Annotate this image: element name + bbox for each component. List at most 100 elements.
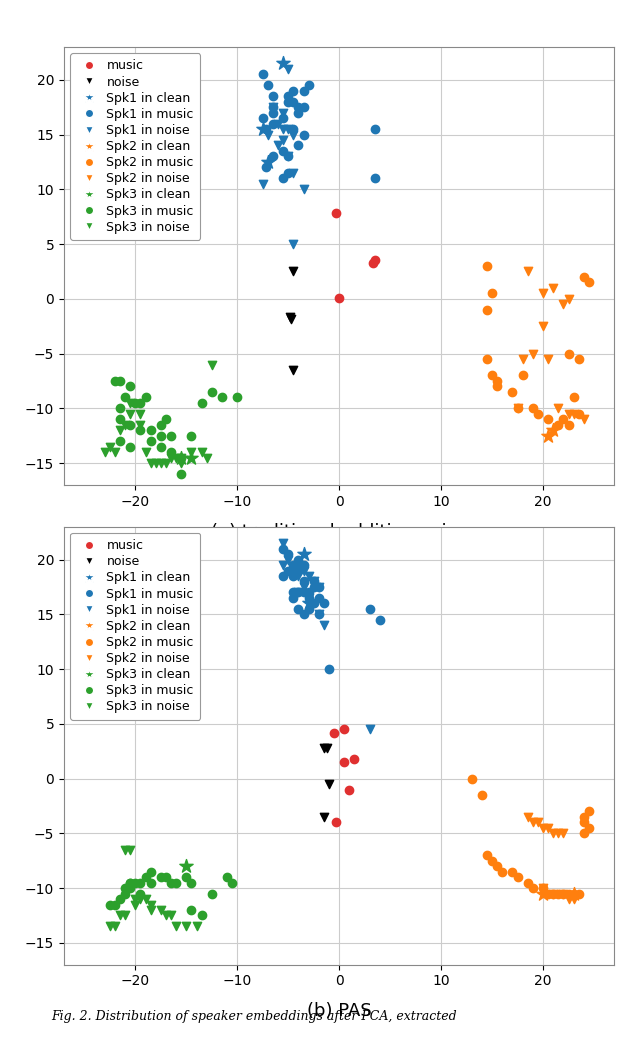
Point [260, 159, 271, 175]
Point [278, 121, 288, 138]
Point [268, 104, 278, 121]
Point [288, 562, 298, 579]
Point [365, 721, 375, 737]
Point [125, 416, 136, 433]
Point [130, 874, 140, 891]
Point [278, 104, 288, 121]
Point [314, 579, 324, 596]
Point [120, 842, 131, 858]
Point [508, 384, 518, 401]
Point [145, 896, 156, 913]
Legend: music, noise, Spk1 in clean, Spk1 in music, Spk1 in noise, Spk2 in clean, Spk2 i: music, noise, Spk1 in clean, Spk1 in mus… [70, 533, 200, 720]
Point [263, 77, 273, 94]
Point [166, 450, 176, 466]
Point [161, 907, 171, 924]
Point [115, 372, 125, 389]
Point [125, 378, 136, 394]
Point [135, 416, 145, 433]
Point [298, 557, 308, 574]
Point [140, 389, 150, 406]
Point [322, 739, 332, 756]
Point [293, 584, 303, 601]
Point [314, 589, 324, 606]
Point [298, 584, 308, 601]
Point [492, 857, 502, 874]
Point [334, 289, 344, 306]
Point [135, 874, 145, 891]
Point [553, 886, 563, 902]
Point [283, 88, 293, 104]
Point [115, 433, 125, 450]
Point [558, 825, 568, 842]
Point [568, 406, 579, 422]
Point [523, 874, 533, 891]
Point [568, 886, 579, 902]
Point [528, 880, 538, 897]
Point [293, 601, 303, 617]
Point [314, 579, 324, 596]
Point [110, 918, 120, 935]
Point [538, 820, 548, 836]
Point [331, 205, 341, 222]
Point [115, 421, 125, 438]
Point [538, 886, 548, 902]
Point [303, 601, 314, 617]
Point [166, 428, 176, 444]
Point [135, 406, 145, 422]
Point [543, 411, 553, 428]
Point [181, 918, 191, 935]
Point [288, 165, 298, 181]
Point [288, 121, 298, 138]
Point [482, 350, 492, 367]
Point [528, 345, 538, 362]
Point [579, 268, 589, 285]
Point [303, 567, 314, 584]
Point [533, 406, 543, 422]
Point [268, 99, 278, 116]
Point [268, 88, 278, 104]
Point [145, 433, 156, 450]
Point [222, 869, 232, 886]
Point [278, 557, 288, 574]
Point [579, 825, 589, 842]
Point [293, 104, 303, 121]
Point [513, 869, 523, 886]
Point [339, 721, 349, 737]
Point [477, 786, 487, 803]
Point [196, 907, 207, 924]
Point [523, 808, 533, 825]
Point [120, 416, 131, 433]
Point [492, 372, 502, 389]
Point [278, 131, 288, 148]
Point [319, 617, 329, 634]
Point [573, 886, 584, 902]
Point [324, 661, 334, 678]
Point [171, 450, 181, 466]
Point [563, 886, 573, 902]
Point [268, 99, 278, 116]
Point [145, 901, 156, 919]
Point [273, 115, 283, 131]
Point [166, 444, 176, 461]
Point [579, 814, 589, 830]
Point [161, 411, 171, 428]
Point [584, 803, 594, 820]
Point [207, 384, 217, 401]
Point [553, 416, 563, 433]
Point [125, 874, 136, 891]
Point [283, 562, 293, 579]
Point [268, 148, 278, 165]
Point [543, 428, 553, 444]
Point [518, 367, 528, 384]
Point [288, 567, 298, 584]
Point [288, 263, 298, 280]
Point [487, 852, 497, 869]
Point [563, 416, 573, 433]
Point [278, 143, 288, 160]
Point [186, 874, 196, 891]
Point [145, 421, 156, 438]
Point [110, 896, 120, 913]
Point [258, 66, 268, 82]
Point [171, 918, 181, 935]
Point [258, 175, 268, 192]
